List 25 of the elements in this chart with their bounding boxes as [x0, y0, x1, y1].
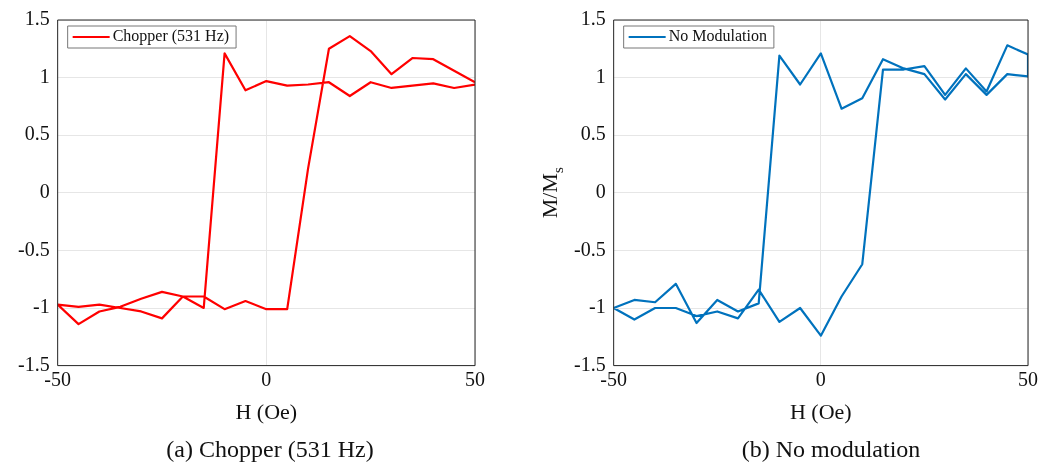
legend-label: Chopper (531 Hz)	[112, 27, 230, 46]
y-tick-label: 1	[39, 64, 50, 87]
y-tick-label: 0	[39, 180, 50, 203]
x-tick-label: 50	[1018, 367, 1038, 390]
text: (a) Chopper (531 Hz)	[165, 436, 375, 463]
y-tick-label: 0.5	[580, 122, 606, 145]
x-tick-label: 0	[815, 367, 826, 390]
y-tick-label: -1	[588, 295, 606, 318]
y-tick-label: 0	[595, 180, 606, 203]
text: (b) No modulation	[740, 436, 922, 463]
y-tick-label: -1	[32, 295, 50, 318]
y-tick-label: 1	[595, 64, 606, 87]
x-axis-title: H (Oe)	[789, 398, 852, 424]
y-tick-label: 0.5	[24, 122, 50, 145]
y-tick-label: 1.5	[580, 7, 606, 30]
x-tick-label: 50	[465, 367, 485, 390]
legend-label: No Modulation	[668, 27, 767, 45]
y-tick-label: -1.5	[17, 352, 50, 375]
y-axis-title: M/Ms	[537, 167, 566, 219]
y-tick-label: -0.5	[573, 237, 606, 260]
x-axis-title: H (Oe)	[235, 398, 298, 424]
x-tick-label: 0	[261, 367, 272, 390]
y-tick-label: -1.5	[573, 352, 606, 375]
y-tick-label: -0.5	[17, 237, 50, 260]
y-tick-label: 1.5	[24, 7, 50, 30]
